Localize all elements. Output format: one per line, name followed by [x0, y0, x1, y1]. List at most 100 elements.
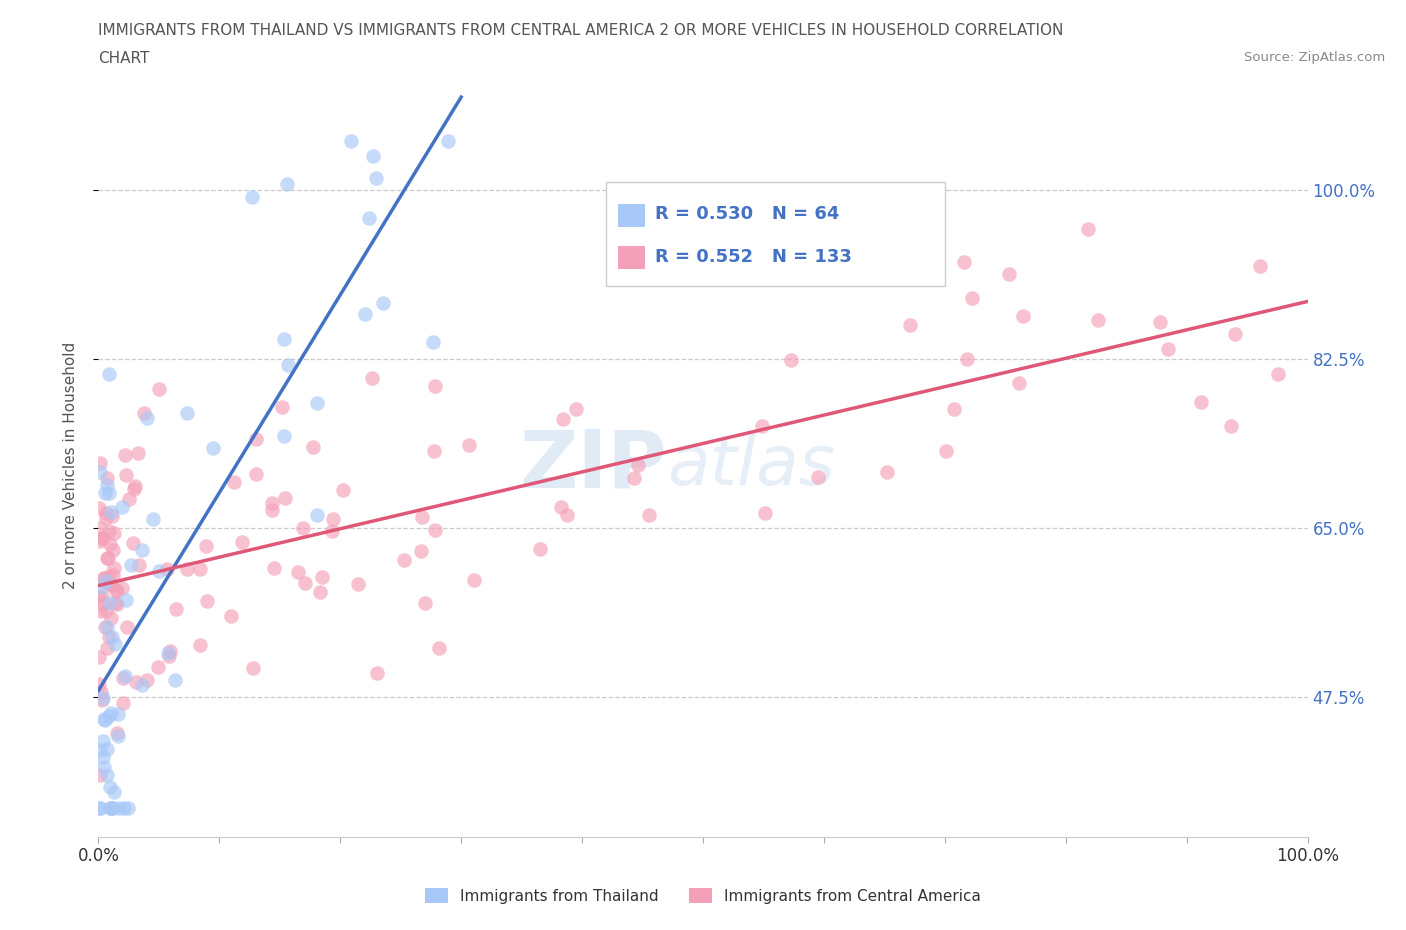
Point: [114, 669, 136, 684]
Point: [97, 551, 120, 565]
Point: [1223, 326, 1246, 341]
Point: [564, 401, 586, 416]
Point: [96, 506, 118, 521]
Point: [89, 456, 111, 471]
Point: [94, 619, 117, 634]
Point: [1220, 418, 1243, 433]
Point: [90, 684, 112, 699]
Point: [98, 537, 121, 551]
Point: [124, 478, 146, 493]
Point: [98, 486, 121, 501]
Text: R = 0.552   N = 133: R = 0.552 N = 133: [655, 248, 852, 266]
Point: [245, 432, 267, 446]
Point: [91, 733, 114, 748]
Point: [96, 742, 118, 757]
Text: R = 0.530   N = 64: R = 0.530 N = 64: [655, 205, 839, 222]
Point: [411, 510, 433, 525]
Point: [354, 307, 377, 322]
Point: [93, 759, 115, 774]
Point: [627, 458, 650, 472]
Point: [96, 767, 118, 782]
Point: [125, 674, 148, 689]
Text: Source: ZipAtlas.com: Source: ZipAtlas.com: [1244, 51, 1385, 64]
Point: [463, 572, 485, 587]
Point: [128, 558, 150, 573]
Point: [93, 711, 115, 726]
Point: [425, 379, 447, 393]
Point: [366, 666, 388, 681]
Point: [956, 352, 979, 366]
Point: [1267, 366, 1289, 381]
Point: [423, 523, 446, 538]
Point: [219, 609, 242, 624]
Point: [195, 593, 218, 608]
Point: [96, 574, 118, 589]
Point: [176, 562, 198, 577]
Point: [942, 402, 965, 417]
Point: [100, 610, 122, 625]
Point: [240, 190, 263, 205]
Point: [245, 467, 267, 482]
Point: [107, 707, 129, 722]
FancyBboxPatch shape: [606, 182, 945, 286]
Point: [96, 477, 118, 492]
Point: [100, 801, 122, 816]
Point: [122, 536, 145, 551]
Point: [231, 535, 253, 550]
Point: [637, 507, 659, 522]
Point: [273, 429, 295, 444]
Point: [89, 767, 111, 782]
Point: [104, 636, 127, 651]
Point: [195, 539, 218, 554]
Point: [273, 331, 295, 346]
Point: [260, 496, 283, 511]
Point: [89, 590, 111, 604]
Point: [89, 801, 111, 816]
Point: [112, 696, 135, 711]
Point: [115, 592, 138, 607]
Point: [553, 411, 575, 426]
Point: [104, 596, 127, 611]
Point: [529, 541, 551, 556]
Point: [142, 512, 165, 526]
Point: [188, 638, 211, 653]
Point: [101, 568, 124, 583]
Point: [347, 577, 370, 591]
Text: IMMIGRANTS FROM THAILAND VS IMMIGRANTS FROM CENTRAL AMERICA 2 OR MORE VEHICLES I: IMMIGRANTS FROM THAILAND VS IMMIGRANTS F…: [98, 23, 1064, 38]
Point: [136, 410, 159, 425]
Point: [277, 358, 299, 373]
Point: [366, 171, 388, 186]
Point: [91, 750, 114, 764]
Point: [165, 602, 187, 617]
Point: [98, 366, 121, 381]
Point: [176, 405, 198, 420]
Point: [361, 371, 384, 386]
Point: [1249, 259, 1271, 273]
Point: [332, 483, 354, 498]
Point: [91, 588, 114, 603]
Point: [105, 584, 128, 599]
Point: [90, 693, 112, 708]
Point: [292, 520, 315, 535]
Point: [96, 619, 118, 634]
Point: [305, 396, 328, 411]
Point: [89, 520, 111, 535]
Point: [100, 578, 122, 592]
Point: [422, 335, 444, 350]
Point: [105, 597, 128, 612]
Point: [148, 381, 170, 396]
Point: [202, 441, 225, 456]
Point: [146, 659, 169, 674]
Point: [1008, 375, 1031, 390]
Point: [148, 564, 170, 578]
Point: [100, 504, 122, 519]
Bar: [619, 204, 645, 227]
Point: [263, 561, 285, 576]
Point: [103, 560, 125, 575]
Point: [190, 562, 212, 577]
Point: [136, 672, 159, 687]
Point: [89, 742, 111, 757]
Point: [321, 524, 343, 538]
Point: [271, 400, 294, 415]
Point: [96, 471, 118, 485]
